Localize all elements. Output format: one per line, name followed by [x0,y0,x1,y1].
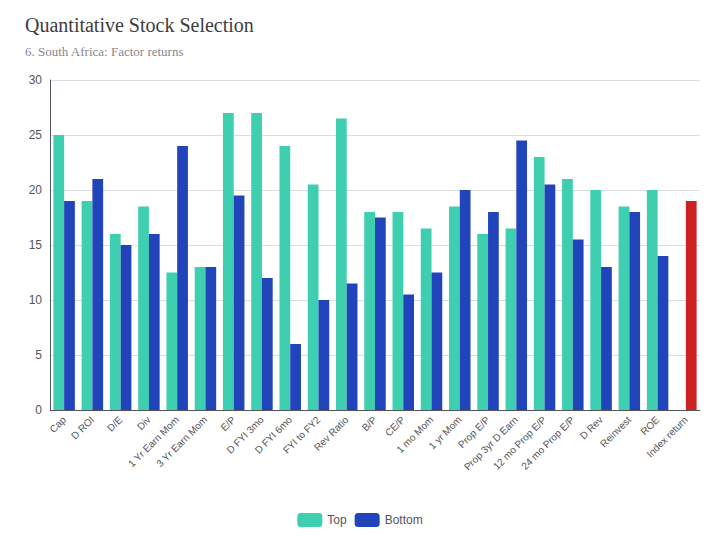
svg-text:D FYI 6mo: D FYI 6mo [252,414,295,456]
svg-text:25: 25 [29,128,43,142]
svg-text:D Rev: D Rev [577,414,605,442]
svg-text:5: 5 [35,348,42,362]
svg-text:1 yr Mom: 1 yr Mom [426,414,464,452]
svg-text:D FYI 3mo: D FYI 3mo [224,414,266,456]
svg-text:Cap: Cap [47,414,68,435]
svg-text:24 mo Prop E/P: 24 mo Prop E/P [519,414,577,472]
svg-text:CE/P: CE/P [383,414,407,438]
svg-text:Top: Top [327,513,347,527]
svg-text:Prop 3yr D Earn: Prop 3yr D Earn [461,414,521,473]
svg-text:FYI to FY2: FYI to FY2 [280,414,323,456]
svg-text:B/P: B/P [360,414,379,433]
svg-text:Prop E/P: Prop E/P [455,414,492,451]
svg-text:ROE: ROE [638,414,661,437]
svg-text:3 Yr Earn Mom: 3 Yr Earn Mom [154,414,209,469]
svg-text:Rev Ratio: Rev Ratio [312,414,351,453]
svg-text:0: 0 [35,403,42,417]
svg-text:Reinvest: Reinvest [598,414,633,449]
svg-text:Bottom: Bottom [385,513,423,527]
svg-text:20: 20 [29,183,43,197]
svg-text:Div: Div [135,414,153,432]
svg-text:1 mo Mom: 1 mo Mom [394,414,435,455]
svg-text:6. South Africa: Factor return: 6. South Africa: Factor returns [25,44,184,59]
svg-text:1 Yr Earn Mom: 1 Yr Earn Mom [125,414,182,470]
svg-text:Quantitative Stock Selection: Quantitative Stock Selection [25,14,254,36]
svg-text:E/P: E/P [218,414,237,433]
svg-text:15: 15 [29,238,43,252]
svg-text:D ROI: D ROI [69,414,96,441]
svg-text:10: 10 [29,293,43,307]
svg-text:D/E: D/E [105,414,125,434]
svg-text:30: 30 [29,73,43,87]
svg-text:Index return: Index return [644,414,689,459]
svg-text:12 mo Prop E/P: 12 mo Prop E/P [490,414,549,472]
